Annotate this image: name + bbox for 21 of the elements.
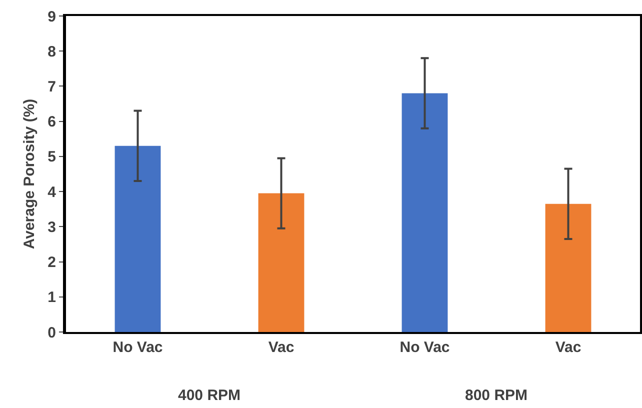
y-tick-label: 0 bbox=[48, 324, 56, 342]
y-tick-label: 9 bbox=[48, 8, 56, 26]
x-tick-label: Vac bbox=[555, 339, 582, 356]
x-tick-label: No Vac bbox=[112, 339, 163, 356]
text: 400 RPM bbox=[178, 387, 241, 404]
bar bbox=[402, 93, 448, 332]
x-tick-label: No Vac bbox=[400, 339, 450, 356]
y-tick-label: 5 bbox=[48, 148, 56, 166]
y-tick-label: 7 bbox=[48, 78, 56, 96]
bar bbox=[545, 204, 592, 332]
y-tick-label: 3 bbox=[48, 218, 56, 236]
bar bbox=[114, 146, 161, 332]
bar bbox=[258, 193, 304, 332]
y-axis-title: Average Porosity (%) bbox=[20, 98, 38, 250]
text: 800 RPM bbox=[465, 387, 528, 404]
y-tick-label: 2 bbox=[48, 254, 56, 272]
y-tick-label: 4 bbox=[48, 184, 57, 201]
x-tick-label: Vac bbox=[268, 339, 294, 356]
y-tick-label: 1 bbox=[48, 289, 56, 306]
y-tick-label: 8 bbox=[48, 43, 56, 60]
y-tick-label: 6 bbox=[48, 114, 56, 131]
